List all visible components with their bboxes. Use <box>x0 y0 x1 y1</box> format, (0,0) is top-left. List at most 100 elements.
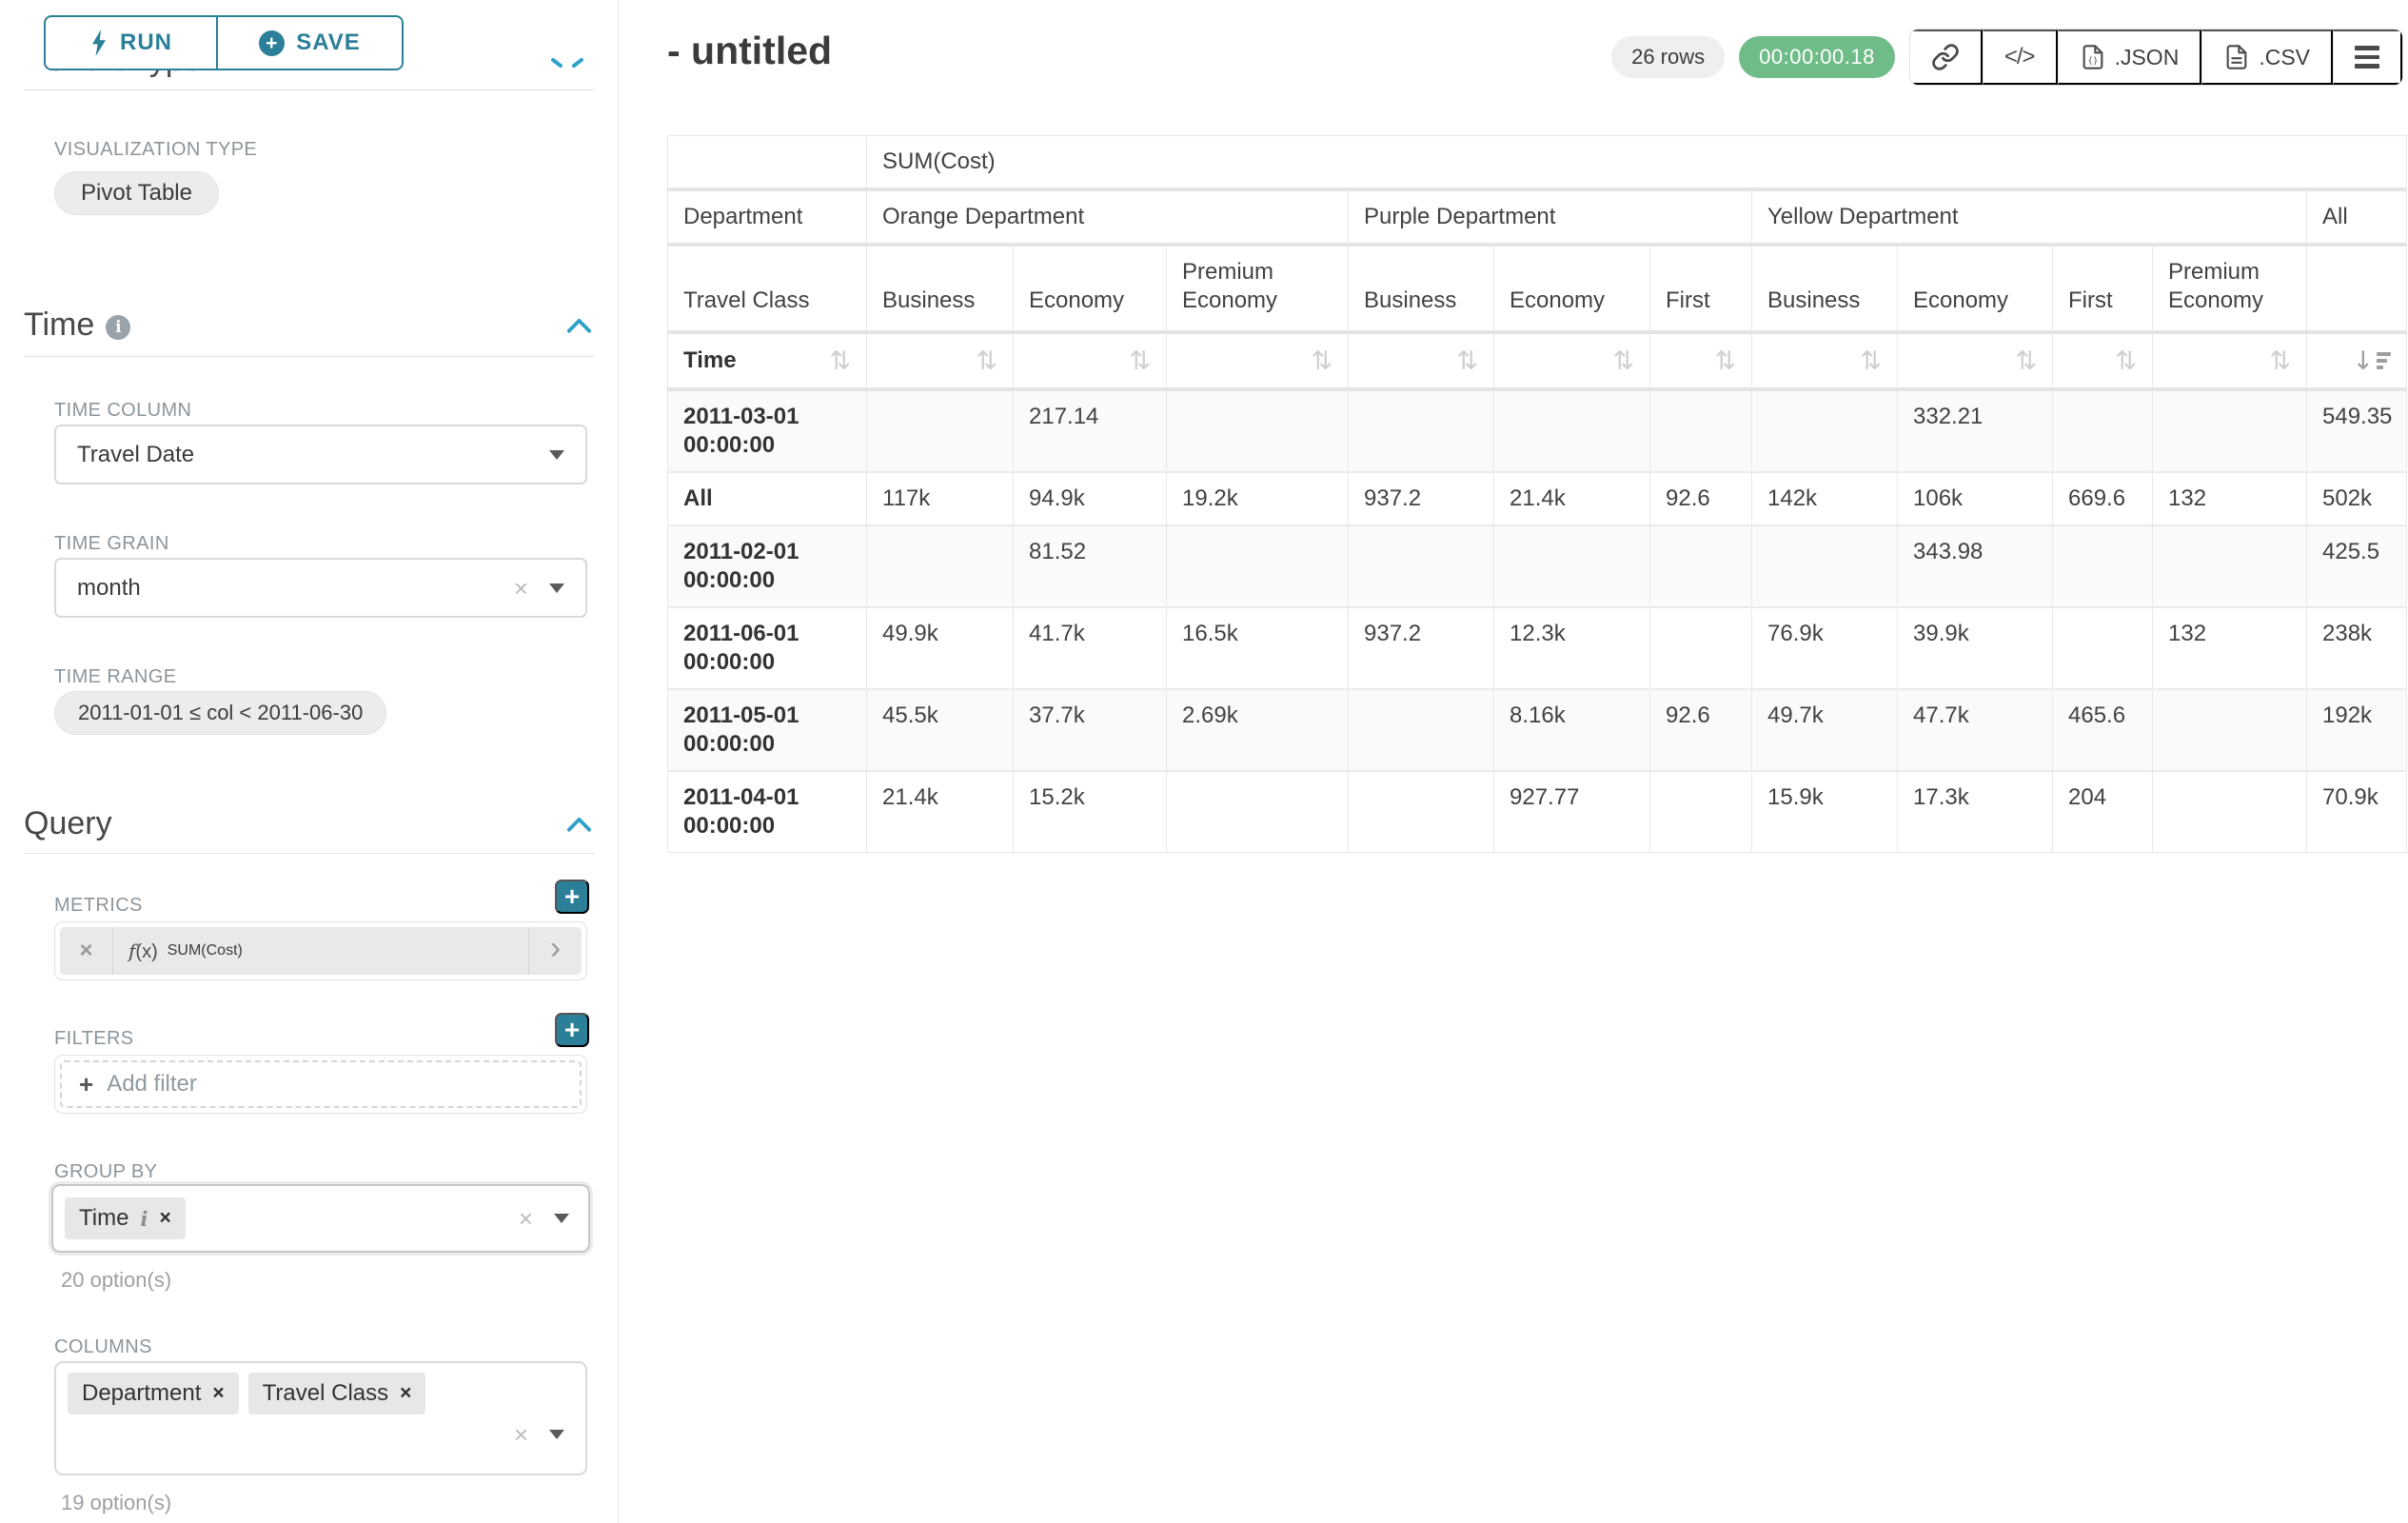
menu-button[interactable] <box>2333 30 2402 85</box>
value-cell: 19.2k <box>1166 471 1349 526</box>
run-button-label: RUN <box>120 30 172 55</box>
group-by-tag-time[interactable]: Time i × <box>65 1197 186 1239</box>
sort-header-cell[interactable]: ⇅ <box>1649 331 1752 390</box>
value-cell: 39.9k <box>1897 606 2053 690</box>
tag-label: Department <box>82 1380 202 1406</box>
metric-pill[interactable]: × f(x) SUM(Cost) › <box>60 927 582 975</box>
value-cell: 192k <box>2305 688 2408 772</box>
column-header-cell: Economy <box>1493 244 1650 333</box>
chart-title[interactable]: - untitled <box>667 29 833 72</box>
value-cell <box>2152 388 2307 473</box>
sort-header-cell[interactable]: ⇅ <box>1348 331 1494 390</box>
value-cell: 15.9k <box>1751 770 1898 853</box>
info-icon[interactable]: i <box>106 314 131 340</box>
share-link-button[interactable] <box>1909 30 1983 85</box>
sort-icon[interactable]: ⇅ <box>1714 346 1736 376</box>
embed-code-button[interactable]: </> <box>1982 30 2058 85</box>
tag-info-icon[interactable]: i <box>140 1206 148 1231</box>
visualization-type-pill[interactable]: Pivot Table <box>54 171 219 215</box>
dropdown-caret-icon[interactable] <box>549 449 564 460</box>
sort-icon[interactable]: ⇅ <box>976 346 997 376</box>
dropdown-caret-icon[interactable] <box>554 1214 569 1223</box>
sort-header-cell[interactable]: ⇅ <box>1013 331 1167 390</box>
download-json-button[interactable]: {} .JSON <box>2057 30 2202 85</box>
table-row: 2011-06-01 00:00:00 49.9k 41.7k 16.5k 93… <box>667 606 2408 690</box>
value-cell <box>1751 388 1898 473</box>
columns-options-hint: 19 option(s) <box>61 1491 172 1514</box>
columns-select[interactable]: Department × Travel Class × × <box>54 1361 587 1475</box>
sort-icon[interactable]: ⇅ <box>1129 346 1151 376</box>
sort-header-cell[interactable]: ⇅ <box>1493 331 1650 390</box>
dropdown-caret-icon[interactable] <box>549 583 564 593</box>
corner-cell <box>667 135 867 190</box>
chart-type-collapse-caret-icon[interactable] <box>550 57 563 69</box>
sort-icon[interactable]: ⇅ <box>1860 346 1882 376</box>
time-column-value: Travel Date <box>77 441 195 467</box>
value-cell: 332.21 <box>1897 388 2053 473</box>
value-cell <box>1348 688 1494 772</box>
sort-header-row: Time ⇅ ⇅ ⇅ ⇅ ⇅ ⇅ ⇅ ⇅ ⇅ ⇅ ⇅ <box>667 331 2408 390</box>
value-cell: 41.7k <box>1013 606 1167 690</box>
value-cell: 45.5k <box>866 688 1014 772</box>
time-grain-select[interactable]: month × <box>54 558 587 618</box>
sort-header-cell[interactable]: ⇅ <box>1751 331 1898 390</box>
sort-icon[interactable]: ⇅ <box>2269 346 2291 376</box>
sort-header-cell[interactable]: ⇅ <box>2052 331 2153 390</box>
group-by-select[interactable]: Time i × × <box>51 1184 590 1253</box>
add-filter-dropzone[interactable]: + Add filter <box>60 1060 582 1108</box>
value-cell <box>1166 524 1349 608</box>
metric-expand-icon[interactable]: › <box>528 927 582 975</box>
value-cell <box>1493 388 1650 473</box>
value-cell <box>1348 770 1494 853</box>
sort-icon[interactable]: ⇅ <box>829 346 851 376</box>
run-button[interactable]: RUN <box>44 15 217 70</box>
sort-icon[interactable]: ⇅ <box>2115 346 2137 376</box>
sort-header-cell[interactable]: ↓ <box>2305 331 2408 390</box>
add-metric-button[interactable]: + <box>555 880 589 914</box>
column-header-cell: Premium Economy <box>2152 244 2307 333</box>
clear-selection-icon[interactable]: × <box>513 1420 528 1449</box>
value-cell: 425.5 <box>2305 524 2408 608</box>
dropdown-caret-icon[interactable] <box>549 1430 564 1439</box>
sort-header-cell[interactable]: ⇅ <box>1897 331 2053 390</box>
sort-header-cell[interactable]: ⇅ <box>1166 331 1349 390</box>
value-cell: 238k <box>2305 606 2408 690</box>
tag-remove-icon[interactable]: × <box>159 1207 171 1229</box>
save-button[interactable]: + SAVE <box>217 15 404 70</box>
columns-tag-travel-class[interactable]: Travel Class × <box>247 1373 426 1414</box>
clear-selection-icon[interactable]: × <box>518 1204 533 1233</box>
sort-icon[interactable]: ⇅ <box>1311 346 1332 376</box>
sort-descending-icon[interactable]: ↓ <box>2352 348 2392 374</box>
column-header-cell: Premium Economy <box>1166 244 1349 333</box>
time-range-label: TIME RANGE <box>54 666 177 687</box>
time-label: Time <box>683 347 737 373</box>
sort-header-cell[interactable]: ⇅ <box>866 331 1014 390</box>
tag-remove-icon[interactable]: × <box>212 1382 225 1404</box>
value-cell <box>1751 524 1898 608</box>
value-cell <box>2152 524 2307 608</box>
query-collapse-chevron-icon[interactable] <box>566 815 595 834</box>
clear-selection-icon[interactable]: × <box>513 573 528 603</box>
value-cell: 132 <box>2152 606 2307 690</box>
csv-button-label: .CSV <box>2259 44 2310 69</box>
time-header-cell[interactable]: Time ⇅ <box>667 331 867 390</box>
value-cell: 106k <box>1897 471 2053 526</box>
time-range-pill[interactable]: 2011-01-01 ≤ col < 2011-06-30 <box>54 691 387 735</box>
section-divider <box>24 89 595 90</box>
sort-icon[interactable]: ⇅ <box>1456 346 1478 376</box>
column-header-cell <box>2305 244 2408 333</box>
chart-type-collapse-caret-icon[interactable] <box>571 57 584 69</box>
tag-remove-icon[interactable]: × <box>400 1382 412 1404</box>
metric-remove-icon[interactable]: × <box>60 927 113 975</box>
download-csv-button[interactable]: .CSV <box>2201 30 2333 85</box>
value-cell: 937.2 <box>1348 471 1494 526</box>
sort-icon[interactable]: ⇅ <box>1612 346 1634 376</box>
time-column-select[interactable]: Travel Date <box>54 425 587 485</box>
sort-header-cell[interactable]: ⇅ <box>2152 331 2307 390</box>
add-filter-plus-button[interactable]: + <box>555 1013 589 1047</box>
dept-group-header: Purple Department <box>1348 188 1752 246</box>
columns-tag-department[interactable]: Department × <box>68 1373 239 1414</box>
sort-icon[interactable]: ⇅ <box>2015 346 2037 376</box>
time-collapse-chevron-icon[interactable] <box>566 316 595 335</box>
